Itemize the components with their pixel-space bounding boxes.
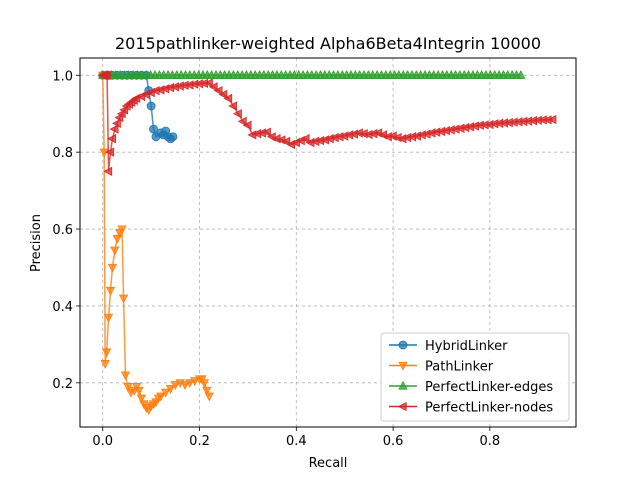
data-point-pathlinker — [170, 381, 180, 390]
data-point-pathlinker — [107, 263, 118, 273]
x-axis-label: Recall — [309, 456, 348, 471]
data-point-pathlinker — [190, 377, 200, 387]
x-tick-label: 0.8 — [480, 434, 501, 449]
data-point-pathlinker — [103, 313, 114, 323]
data-point-perfectlinker-edges — [516, 70, 526, 79]
data-point-pathlinker — [160, 388, 171, 398]
legend-label-pathlinker: PathLinker — [425, 360, 494, 375]
data-point-pathlinker — [117, 225, 127, 235]
data-point-perfectlinker-nodes — [101, 70, 111, 80]
x-tick-label: 0.4 — [286, 434, 307, 449]
data-point-pathlinker — [136, 394, 147, 404]
data-point-perfectlinker-nodes — [242, 120, 252, 130]
data-point-pathlinker — [120, 371, 131, 381]
legend-marker-perfectlinker-edges — [398, 380, 408, 390]
series-pathlinker — [98, 71, 214, 415]
data-point-pathlinker — [202, 386, 212, 396]
legend-marker-pathlinker — [398, 361, 408, 371]
axis-ticks: 0.0 0.2 0.4 0.6 0.8 0.2 0.4 0.6 0.8 1.0 — [52, 69, 500, 449]
y-tick-label: 0.8 — [52, 146, 73, 161]
data-point-pathlinker — [110, 246, 120, 256]
x-tick-label: 0.2 — [189, 434, 210, 449]
data-point-perfectlinker-nodes — [105, 147, 115, 157]
data-point-perfectlinker-nodes — [547, 114, 557, 125]
data-point-pathlinker — [134, 386, 144, 396]
legend-label-perfectlinker-nodes: PerfectLinker-nodes — [425, 401, 553, 416]
data-point-perfectlinker-nodes — [300, 134, 310, 144]
series-hybridlinker — [98, 70, 178, 144]
legend-label-hybridlinker: HybridLinker — [425, 339, 508, 354]
data-point-pathlinker — [99, 148, 109, 158]
x-tick-label: 0.6 — [383, 434, 404, 449]
data-point-pathlinker — [199, 379, 210, 389]
legend: HybridLinker PathLinker PerfectLinker-edge… — [380, 332, 570, 422]
legend-marker-hybridlinker — [398, 340, 408, 350]
data-point-perfectlinker-nodes — [281, 136, 291, 147]
data-point-pathlinker — [101, 348, 112, 358]
legend-marker-perfectlinker-nodes — [397, 401, 407, 412]
data-point-pathlinker — [112, 235, 122, 244]
data-point-perfectlinker-nodes — [208, 82, 218, 92]
data-point-perfectlinker-nodes — [112, 118, 121, 129]
data-point-perfectlinker-nodes — [223, 93, 233, 104]
series-layer — [97, 70, 557, 415]
data-point-perfectlinker-nodes — [237, 116, 247, 127]
plot-frame — [79, 57, 577, 428]
data-point-pathlinker — [185, 379, 195, 389]
data-point-pathlinker — [165, 384, 176, 394]
y-tick-label: 0.2 — [52, 377, 73, 392]
data-point-perfectlinker-nodes — [103, 166, 113, 177]
y-tick-label: 0.6 — [52, 223, 73, 238]
y-tick-label: 1.0 — [52, 69, 73, 84]
data-point-perfectlinker-nodes — [232, 109, 242, 119]
data-point-pathlinker — [180, 381, 190, 390]
data-point-perfectlinker-nodes — [203, 78, 213, 88]
data-point-hybridlinker — [146, 101, 156, 111]
data-point-perfectlinker-nodes — [109, 124, 119, 134]
data-point-pathlinker — [105, 286, 116, 296]
data-point-pathlinker — [156, 392, 166, 402]
data-point-perfectlinker-nodes — [228, 101, 237, 111]
y-axis-label: Precision — [29, 214, 44, 272]
data-point-pathlinker — [100, 359, 110, 369]
series-perfectlinker-nodes — [97, 70, 557, 177]
data-point-pathlinker — [118, 294, 129, 304]
data-point-perfectlinker-nodes — [213, 86, 223, 96]
data-point-perfectlinker-nodes — [218, 89, 228, 100]
legend-label-perfectlinker-edges: PerfectLinker-edges — [425, 380, 553, 395]
data-point-hybridlinker — [168, 132, 178, 142]
data-point-perfectlinker-nodes — [107, 134, 117, 144]
series-perfectlinker-edges — [98, 70, 526, 79]
legend-frame — [380, 332, 570, 422]
chart-title: 2015pathlinker-weighted Alpha6Beta4Integ… — [115, 34, 541, 53]
y-tick-label: 0.4 — [52, 300, 73, 315]
x-tick-label: 0.0 — [92, 434, 113, 449]
data-point-perfectlinker-nodes — [262, 127, 271, 137]
data-point-pathlinker — [204, 392, 214, 402]
data-point-hybridlinker — [149, 124, 158, 134]
